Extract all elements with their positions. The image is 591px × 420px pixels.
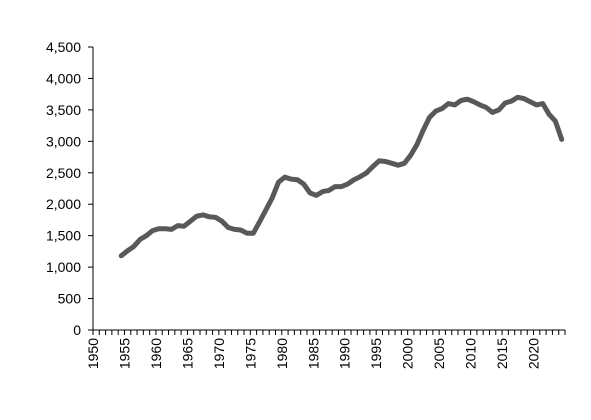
- x-tick-label: 1965: [179, 338, 195, 369]
- y-tick-label: 2,000: [46, 196, 81, 212]
- x-tick-label: 1985: [305, 338, 321, 369]
- x-tick-label: 1990: [337, 338, 353, 369]
- x-axis: 1950 1955 1960 1965 1970 1975 1980 1985 1990 1995…: [85, 330, 566, 369]
- x-tick-label: 1995: [368, 338, 384, 369]
- x-tick-label: 1950: [85, 338, 101, 369]
- y-tick-label: 4,500: [46, 39, 81, 55]
- y-tick-label: 500: [58, 291, 82, 307]
- x-tick-label: 2005: [431, 338, 447, 369]
- series-line: [118, 94, 565, 259]
- x-tick-label: 2015: [494, 338, 510, 369]
- y-tick-label: 1,000: [46, 259, 81, 275]
- y-tick-label: 3,500: [46, 102, 81, 118]
- x-tick-label: 2010: [463, 338, 479, 369]
- y-axis: 0 500 1,000 1,500 2,000 2,500 3,000 3,500 4,000 4…: [46, 39, 93, 338]
- x-tick-label: 1980: [274, 338, 290, 369]
- y-tick-label: 1,500: [46, 228, 81, 244]
- x-tick-label: 1955: [116, 338, 132, 369]
- x-tick-label: 2020: [526, 338, 542, 369]
- y-tick-label: 2,500: [46, 165, 81, 181]
- plot-area: [118, 94, 565, 259]
- x-tick-label: 1960: [148, 338, 164, 369]
- x-tick-label: 1975: [242, 338, 258, 369]
- y-tick-label: 4,000: [46, 70, 81, 86]
- x-tick-label: 2000: [400, 338, 416, 369]
- y-tick-label: 3,000: [46, 133, 81, 149]
- y-tick-label: 0: [73, 322, 81, 338]
- x-tick-label: 1970: [211, 338, 227, 369]
